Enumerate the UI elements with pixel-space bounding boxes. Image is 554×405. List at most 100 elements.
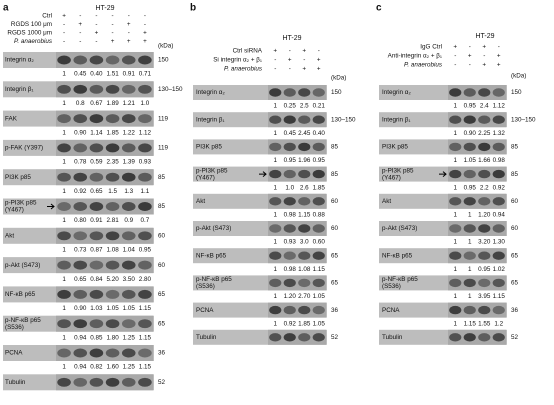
condition-sign: + bbox=[78, 21, 82, 28]
blot-label: (Y467) bbox=[382, 174, 401, 181]
quantification: 0.95 bbox=[478, 266, 491, 273]
blot-label: Tubulin bbox=[382, 334, 403, 341]
quantification: 0.67 bbox=[90, 100, 103, 107]
blot-lanes bbox=[268, 275, 326, 291]
condition-name: Ctrl bbox=[42, 13, 52, 20]
blot-band bbox=[105, 319, 120, 329]
blot-band bbox=[89, 202, 104, 211]
condition-sign: + bbox=[497, 53, 501, 60]
blot-band bbox=[73, 260, 88, 270]
blot-band bbox=[73, 114, 88, 124]
blot-band bbox=[89, 319, 104, 329]
condition-sign: - bbox=[112, 21, 114, 28]
blot-band bbox=[57, 289, 71, 299]
blot-label: p-NF-κB p65 bbox=[5, 317, 41, 324]
quantification: 1.02 bbox=[493, 266, 506, 273]
blot-label: PCNA bbox=[382, 307, 400, 314]
blot-band bbox=[478, 142, 491, 152]
blot-band bbox=[89, 55, 104, 65]
kda-label: 85 bbox=[511, 144, 519, 151]
blot-band bbox=[492, 115, 505, 124]
quantification: 0.40 bbox=[90, 71, 103, 78]
blot-band bbox=[138, 84, 152, 94]
blot-band bbox=[492, 333, 505, 342]
blot-band bbox=[298, 197, 311, 206]
quantification: 1.89 bbox=[106, 100, 119, 107]
blot-band bbox=[57, 319, 71, 329]
quantification: 1.14 bbox=[90, 129, 103, 136]
blot-label: Integrin β₁ bbox=[5, 86, 34, 93]
kda-header: (kDa) bbox=[511, 73, 526, 80]
blot-band bbox=[312, 305, 325, 315]
quantification: 0.93 bbox=[139, 159, 152, 166]
blot-band bbox=[121, 172, 136, 182]
blot-label: Integrin α₂ bbox=[382, 89, 411, 96]
condition-sign: - bbox=[274, 57, 276, 64]
quantification: 0.85 bbox=[90, 334, 103, 341]
blot-label: p-PI3K p85 bbox=[382, 167, 414, 174]
quantification: 0.92 bbox=[284, 320, 297, 327]
quantification: 0.25 bbox=[284, 103, 297, 110]
condition-sign: - bbox=[79, 38, 81, 45]
quantification: 1.05 bbox=[106, 305, 119, 312]
quantification: 0.95 bbox=[464, 184, 477, 191]
quantification: 1.39 bbox=[123, 159, 136, 166]
blot-band bbox=[57, 143, 71, 153]
blot-band bbox=[89, 260, 104, 270]
quantification: 2.25 bbox=[478, 130, 491, 137]
blot-band bbox=[89, 231, 104, 241]
blot-band bbox=[73, 348, 88, 358]
blot-band bbox=[89, 377, 104, 387]
condition-sign: - bbox=[303, 57, 305, 64]
blot-band bbox=[463, 278, 476, 288]
blot-band bbox=[463, 142, 476, 152]
condition-sign: + bbox=[468, 53, 472, 60]
blot-band bbox=[89, 114, 104, 124]
kda-label: 65 bbox=[158, 320, 166, 327]
blot-band bbox=[121, 231, 136, 241]
blot-band bbox=[298, 169, 311, 179]
panel-letter: a bbox=[3, 3, 9, 14]
blot-band bbox=[73, 289, 88, 299]
quantification: 1 bbox=[273, 130, 277, 137]
kda-label: 36 bbox=[511, 307, 519, 314]
quantification: 1.66 bbox=[478, 157, 491, 164]
quantification: 1 bbox=[273, 157, 277, 164]
blot-band bbox=[463, 305, 476, 315]
blot-band bbox=[105, 348, 120, 358]
quantification: 5.20 bbox=[106, 276, 119, 283]
quantification: 0.94 bbox=[74, 364, 87, 371]
blot-band bbox=[463, 224, 476, 233]
blot-band bbox=[312, 169, 325, 179]
kda-label: 150 bbox=[331, 89, 342, 96]
arrow bbox=[47, 203, 55, 210]
blot-band bbox=[269, 278, 282, 288]
quantification: 1 bbox=[468, 266, 472, 273]
condition-name: Ctrl siRNA bbox=[233, 48, 263, 55]
quantification: 1 bbox=[273, 320, 277, 327]
blot-band bbox=[312, 251, 325, 260]
quantification: 1.05 bbox=[313, 293, 326, 300]
quantification: 1.15 bbox=[139, 364, 152, 371]
blot-band bbox=[298, 142, 311, 152]
quantification: 1 bbox=[453, 184, 457, 191]
quantification: 1.85 bbox=[106, 129, 119, 136]
blot-band bbox=[283, 115, 296, 124]
blot-band bbox=[463, 197, 476, 206]
condition-name: P. anaerobius bbox=[224, 66, 263, 73]
blot-band bbox=[478, 224, 491, 233]
blot-band bbox=[57, 260, 71, 270]
blot-band bbox=[449, 142, 462, 152]
quantification: 0.94 bbox=[493, 211, 506, 218]
quantification: 1 bbox=[273, 239, 277, 246]
blot-band bbox=[138, 202, 152, 211]
blot-label: (S536) bbox=[382, 283, 401, 290]
quantification: 1.80 bbox=[106, 334, 119, 341]
condition-sign: + bbox=[302, 48, 306, 55]
blot-band bbox=[492, 169, 505, 179]
quantification: 1.21 bbox=[123, 100, 136, 107]
condition-sign: - bbox=[112, 30, 114, 37]
condition-name: Si integrin α₂ + β₁ bbox=[213, 57, 262, 64]
panel-title: HT-29 bbox=[282, 35, 301, 42]
quantification: 1.5 bbox=[108, 188, 117, 195]
